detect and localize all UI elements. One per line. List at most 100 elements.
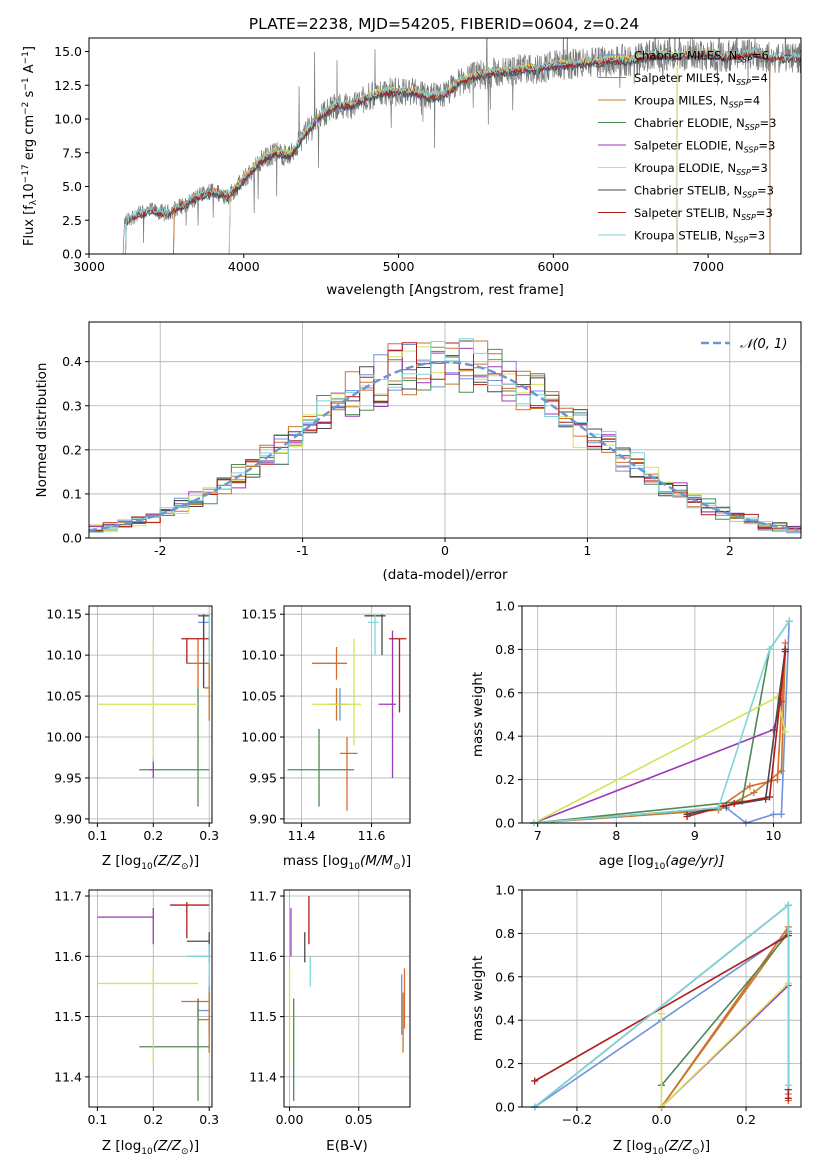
legend-label-chabrier-miles: Chabrier MILES, NSSP=6 xyxy=(634,49,769,65)
legend-label-chabrier-elodie: Chabrier ELODIE, NSSP=3 xyxy=(634,116,776,132)
y-tick-label: 10.05 xyxy=(241,689,277,704)
weight-point-salpeter-stelib xyxy=(683,812,691,820)
weight-point-kroupa-stelib xyxy=(784,1081,792,1089)
x-tick-label: 7000 xyxy=(692,259,724,274)
y-tick-label: 10.10 xyxy=(46,648,82,663)
y-tick-label: 9.95 xyxy=(249,770,277,785)
x-tick-label: 7 xyxy=(534,828,542,843)
x-axis-label: age [log10(age/yr)] xyxy=(599,853,725,872)
weight-point-kroupa-elodie xyxy=(781,728,789,736)
y-tick-label: 9.95 xyxy=(54,770,82,785)
x-tick-label: 10 xyxy=(766,828,782,843)
weight-line-kroupa-elodie xyxy=(660,982,789,1109)
x-tick-label: 0 xyxy=(441,543,449,558)
y-tick-label: 0.1 xyxy=(62,486,82,501)
y-tick-label: 10.00 xyxy=(46,730,82,745)
residuals-frame xyxy=(88,321,802,539)
legend-label-chabrier-stelib: Chabrier STELIB, NSSP=3 xyxy=(634,184,774,200)
x-axis-label: Z [log10(Z/Z⊙)] xyxy=(102,853,199,872)
mass-vs-metallicity-panel: 0.1 0.2 0.3 11.4 11.5 11.6 11.7 Z [log10(Z/Z⊙)] xyxy=(54,889,219,1157)
x-tick-label: 0.00 xyxy=(276,1112,304,1127)
errorbar-chabrier-elodie xyxy=(139,687,210,807)
errorbar-chabrier-stelib xyxy=(198,614,210,688)
x-tick-label: 0.0 xyxy=(652,1112,672,1127)
y-tick-label: 11.7 xyxy=(54,889,82,904)
errorbar-kroupa-elodie xyxy=(97,638,199,762)
y-tick-label: 11.5 xyxy=(54,1009,82,1024)
errorbar-chabrier-stelib xyxy=(186,932,210,963)
spectrum-panel: 3000 4000 5000 6000 7000 0.0 2.5 5.0 7.5 10.0 12.5… xyxy=(21,37,802,298)
errorbar-salpeter-miles xyxy=(186,638,210,688)
x-tick-label: -2 xyxy=(154,543,166,558)
x-tick-label: 11.6 xyxy=(358,828,386,843)
normal-distribution-curve xyxy=(89,360,799,532)
weight-point-salpeter-miles xyxy=(746,782,754,790)
y-axis-label: mass weight xyxy=(470,956,486,1041)
weight-point-salpeter-stelib xyxy=(766,793,774,801)
age_vs_Z-plot-area xyxy=(97,614,210,807)
weight-point-kroupa-elodie xyxy=(658,1010,665,1018)
spectrum-legend: Chabrier MILES, NSSP=6 Salpeter MILES, NS… xyxy=(598,49,776,245)
y-tick-label: 0.0 xyxy=(62,531,82,546)
x-tick-label: 0.3 xyxy=(199,828,219,843)
x-tick-label: 9 xyxy=(691,828,699,843)
y-tick-label: 0.0 xyxy=(62,247,82,262)
figure-title: PLATE=2238, MJD=54205, FIBERID=0604, z=0… xyxy=(249,15,639,33)
y-tick-label: 0.6 xyxy=(495,969,515,984)
y-tick-label: 0.2 xyxy=(495,1056,515,1071)
x-tick-label: 11.4 xyxy=(288,828,316,843)
errorbar-salpeter-miles xyxy=(181,998,210,1017)
weight-line-salpeter-stelib xyxy=(686,651,787,818)
errorbar-salpeter-elodie xyxy=(378,630,396,778)
x-tick-label: 0.2 xyxy=(143,828,163,843)
massweight_vs_age-frame xyxy=(521,605,802,824)
y-tick-label: 10.00 xyxy=(241,730,277,745)
errorbar-kroupa-miles xyxy=(198,992,210,1053)
age-vs-metallicity-panel: 0.1 0.2 0.3 9.90 9.95 10.00 10.05 10.10 10.15 Z [… xyxy=(46,605,219,872)
y-tick-label: 10.10 xyxy=(241,648,277,663)
legend-label-salpeter-elodie: Salpeter ELODIE, NSSP=3 xyxy=(634,139,775,155)
x-axis-label: Z [log10(Z/Z⊙)] xyxy=(613,1138,710,1157)
weight-line-salpeter-elodie xyxy=(533,701,783,824)
y-tick-label: 0.3 xyxy=(62,398,82,413)
y-tick-label: 10.15 xyxy=(46,607,82,622)
y-tick-label: 0.4 xyxy=(62,354,82,369)
x-tick-label: 6000 xyxy=(537,259,569,274)
weight-point-kroupa-stelib xyxy=(714,804,722,812)
y-tick-label: 15.0 xyxy=(54,44,82,59)
mass_vs_ebv-frame xyxy=(283,889,411,1108)
massweight_vs_age-plot-area xyxy=(530,617,793,827)
x-tick-label: 0.3 xyxy=(199,1112,219,1127)
x-tick-label: 0.1 xyxy=(87,828,107,843)
weight-line-kroupa-miles xyxy=(660,928,790,1108)
y-tick-label: 9.90 xyxy=(249,811,277,826)
x-tick-label: 3000 xyxy=(73,259,105,274)
x-tick-label: 0.05 xyxy=(345,1112,373,1127)
weight-point-kroupa-stelib xyxy=(784,901,792,909)
y-tick-label: 0.6 xyxy=(495,685,515,700)
mass_vs_ebv-plot-area xyxy=(288,896,406,1101)
y-tick-label: 0.4 xyxy=(495,1013,515,1028)
y-axis-label: Flux [fλ10−17 erg cm−2 s−1 A−1] xyxy=(21,46,39,246)
y-tick-label: 0.8 xyxy=(495,642,515,657)
weight-point-kroupa-miles xyxy=(750,789,758,797)
y-tick-label: 0.0 xyxy=(495,816,515,831)
weight-point-chabrier-miles xyxy=(777,810,785,818)
x-tick-label: -1 xyxy=(296,543,308,558)
weight-line-kroupa-stelib xyxy=(533,620,790,824)
x-tick-label: 4000 xyxy=(228,259,260,274)
y-tick-label: 2.5 xyxy=(62,213,82,228)
weight-point-salpeter-elodie xyxy=(769,726,777,734)
errorbar-salpeter-stelib xyxy=(170,902,210,939)
y-tick-label: 5.0 xyxy=(62,179,82,194)
y-axis-label: Normed distribution xyxy=(34,363,50,498)
legend-label-salpeter-stelib: Salpeter STELIB, NSSP=3 xyxy=(634,206,773,222)
weight-point-kroupa-stelib xyxy=(785,617,793,625)
errorbar-salpeter-stelib xyxy=(181,638,210,664)
weight-point-salpeter-miles xyxy=(773,776,781,784)
errorbar-kroupa-elodie xyxy=(97,968,199,1065)
errorbar-chabrier-elodie xyxy=(139,998,210,1101)
y-tick-label: 11.6 xyxy=(54,949,82,964)
weight-point-salpeter-stelib xyxy=(531,1077,539,1085)
spectrum-frame xyxy=(88,37,802,255)
